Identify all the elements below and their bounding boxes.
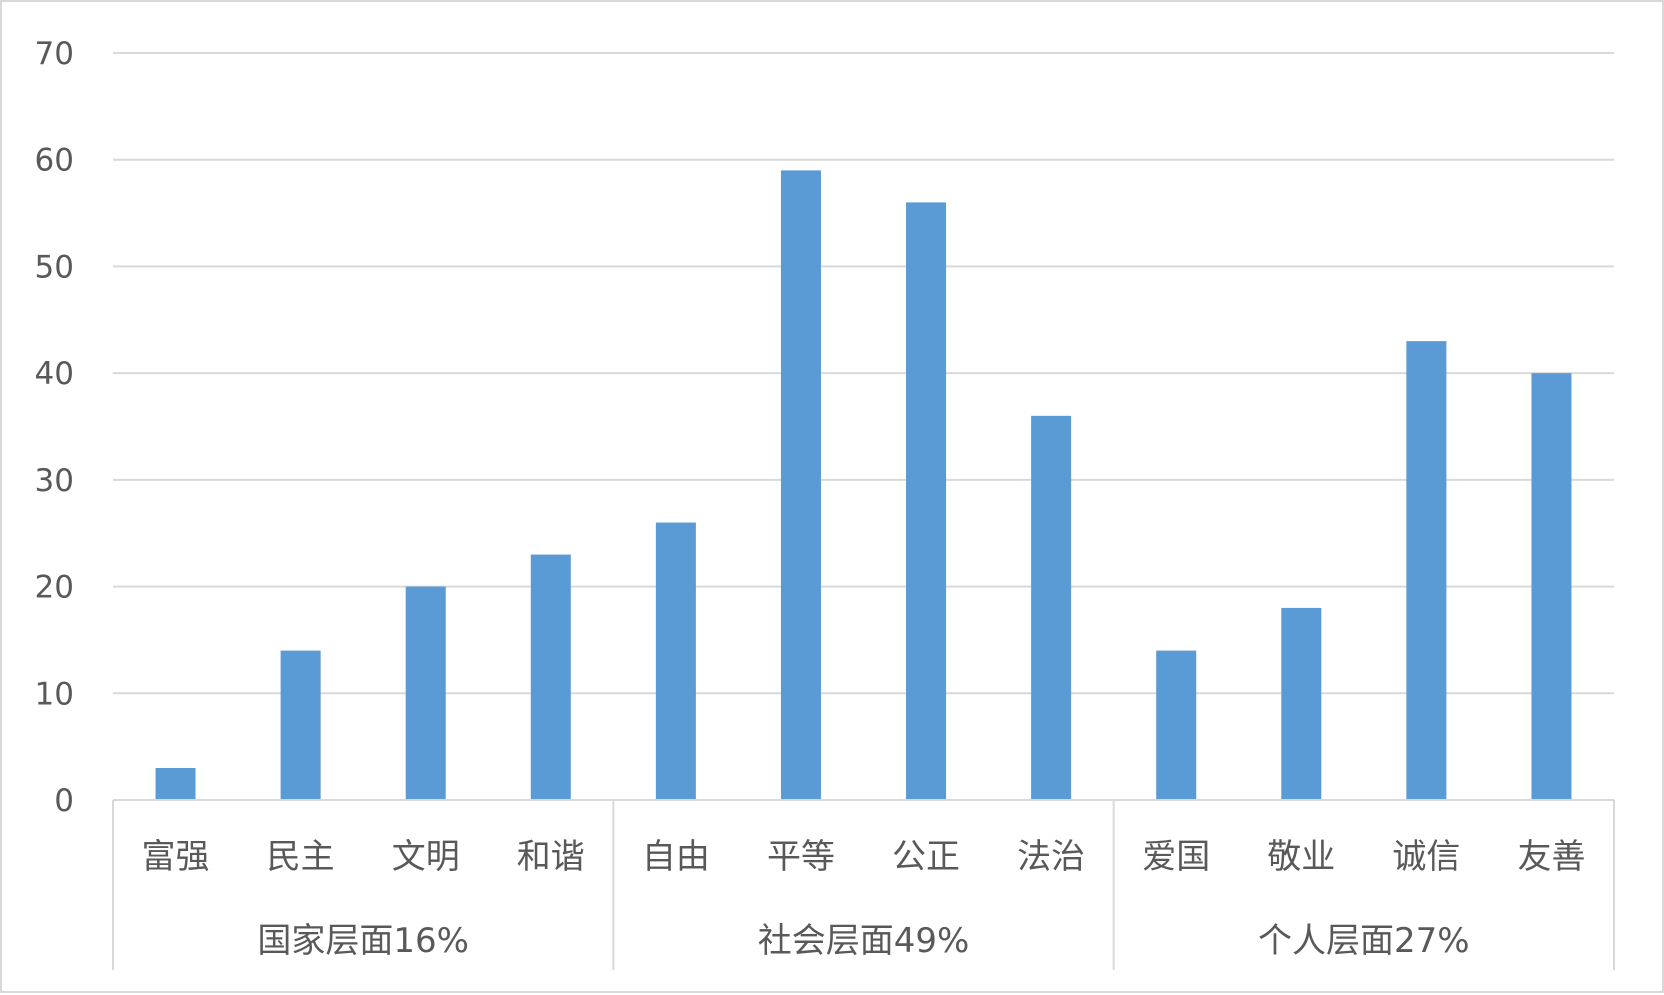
x-category-label: 诚信 (1392, 837, 1460, 877)
x-category-label: 法治 (1017, 837, 1085, 877)
y-tick-label: 20 (35, 570, 74, 606)
bar-诚信 (1406, 341, 1447, 800)
bar-和谐 (530, 554, 571, 800)
bar-民主 (280, 650, 321, 800)
y-tick-label: 0 (54, 783, 74, 819)
x-category-label: 和谐 (517, 837, 585, 877)
x-category-label: 敬业 (1267, 837, 1335, 877)
bar-富强 (155, 767, 196, 800)
x-category-label: 富强 (142, 837, 210, 877)
x-category-label: 公正 (892, 837, 960, 877)
x-category-label: 平等 (767, 837, 835, 877)
bar-自由 (655, 522, 696, 800)
y-tick-label: 40 (35, 356, 74, 392)
group-label: 个人层面27% (1258, 921, 1470, 961)
group-label: 社会层面49% (758, 921, 970, 961)
x-category-label: 文明 (392, 837, 460, 877)
y-tick-label: 70 (35, 36, 74, 72)
bar-公正 (906, 202, 947, 800)
bar-法治 (1031, 415, 1072, 800)
y-tick-label: 30 (35, 463, 74, 499)
x-category-label: 民主 (267, 837, 335, 877)
bar-友善 (1531, 373, 1572, 800)
y-tick-label: 50 (35, 249, 74, 285)
bar-平等 (780, 170, 821, 800)
bar-文明 (405, 586, 446, 800)
bar-爱国 (1156, 650, 1197, 800)
y-tick-label: 10 (35, 676, 74, 712)
x-category-label: 爱国 (1142, 837, 1210, 877)
y-tick-label: 60 (35, 143, 74, 179)
group-label: 国家层面16% (257, 921, 469, 961)
x-category-label: 友善 (1517, 837, 1585, 877)
x-category-label: 自由 (642, 837, 710, 877)
bar-敬业 (1281, 607, 1322, 800)
